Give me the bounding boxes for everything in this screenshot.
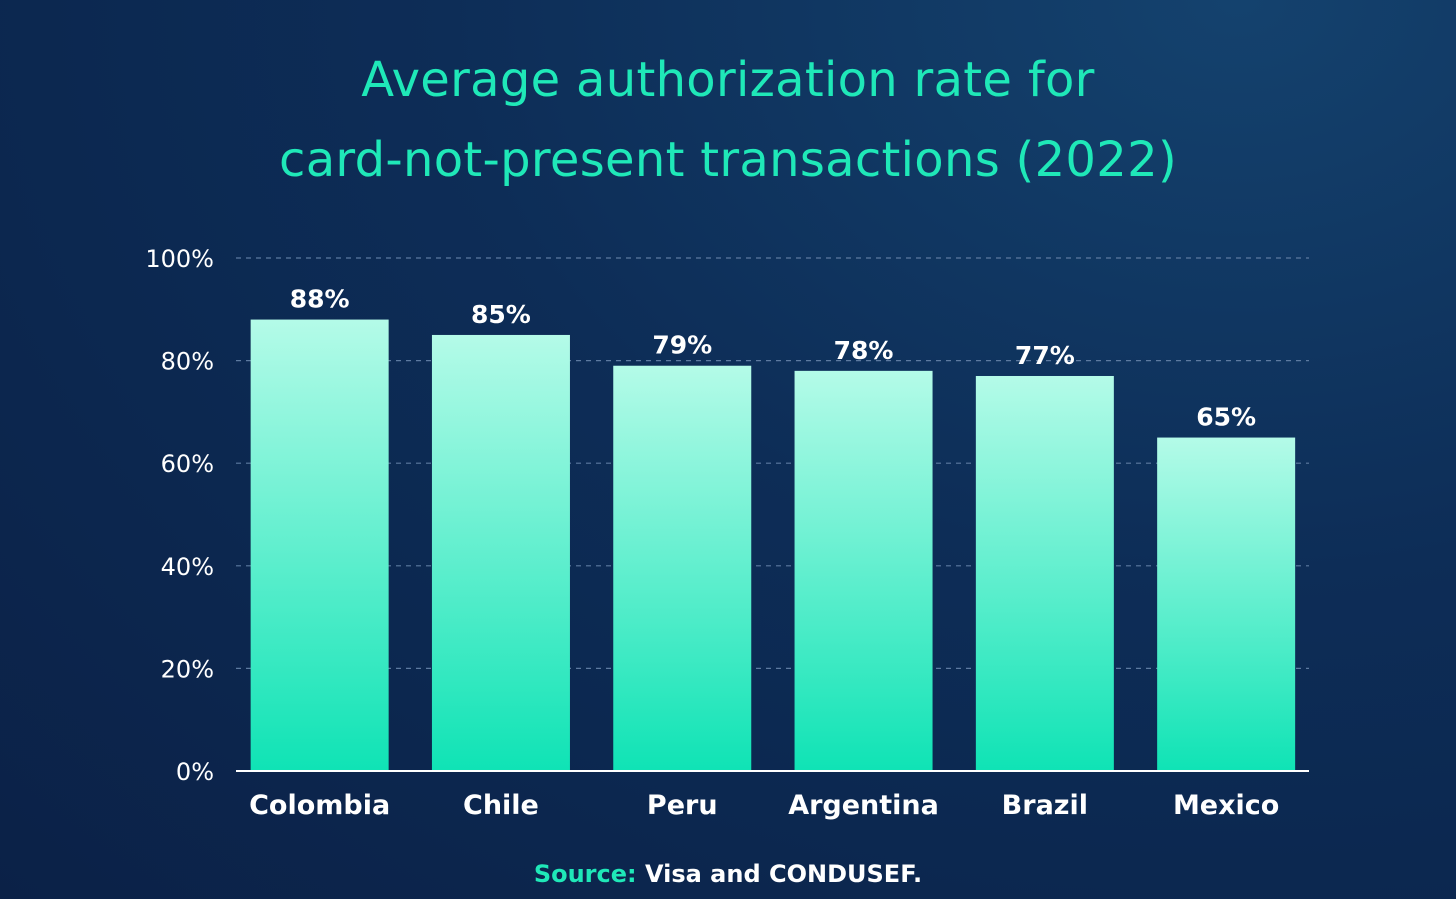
chart-title-line-1: Average authorization rate for [361, 52, 1095, 108]
bar-mexico [1157, 437, 1296, 771]
x-axis-ticks: Colombia Chile Peru Argentina Brazil Mexico [249, 790, 1279, 821]
data-label-mexico: 65% [1196, 403, 1256, 432]
data-label-argentina: 78% [834, 336, 894, 365]
bar-brazil [975, 375, 1114, 771]
bar-argentina [794, 370, 933, 771]
source-text: Visa and CONDUSEF. [644, 860, 923, 888]
bar-peru [613, 365, 752, 771]
gridlines [236, 257, 1309, 670]
bars [250, 319, 1296, 771]
x-tick-label-peru: Peru [647, 790, 718, 821]
source-label: Source: [533, 860, 637, 888]
x-tick-label-brazil: Brazil [1002, 790, 1088, 821]
x-tick-label-mexico: Mexico [1173, 790, 1279, 821]
data-label-brazil: 77% [1015, 341, 1075, 370]
y-axis-ticks: 0% 20% 40% 60% 80% 100% [145, 245, 214, 786]
data-label-peru: 79% [652, 331, 712, 360]
y-tick-label: 40% [161, 553, 214, 581]
y-tick-label: 60% [161, 450, 214, 478]
x-tick-label-argentina: Argentina [788, 790, 939, 821]
chart-title: Average authorization rate for card-not-… [0, 40, 1456, 200]
data-label-chile: 85% [471, 300, 531, 329]
x-tick-label-chile: Chile [463, 790, 539, 821]
source-note: Source: Visa and CONDUSEF. [0, 860, 1456, 888]
data-label-colombia: 88% [290, 285, 350, 314]
y-tick-label: 20% [161, 655, 214, 683]
data-labels: 88% 85% 79% 78% 77% 65% [290, 285, 1256, 432]
y-tick-label: 0% [176, 758, 214, 786]
bar-chile [431, 334, 570, 771]
y-tick-label: 100% [145, 245, 214, 273]
chart-title-line-2: card-not-present transactions (2022) [279, 132, 1177, 188]
x-tick-label-colombia: Colombia [249, 790, 390, 821]
y-tick-label: 80% [161, 348, 214, 376]
bar-colombia [250, 319, 389, 771]
